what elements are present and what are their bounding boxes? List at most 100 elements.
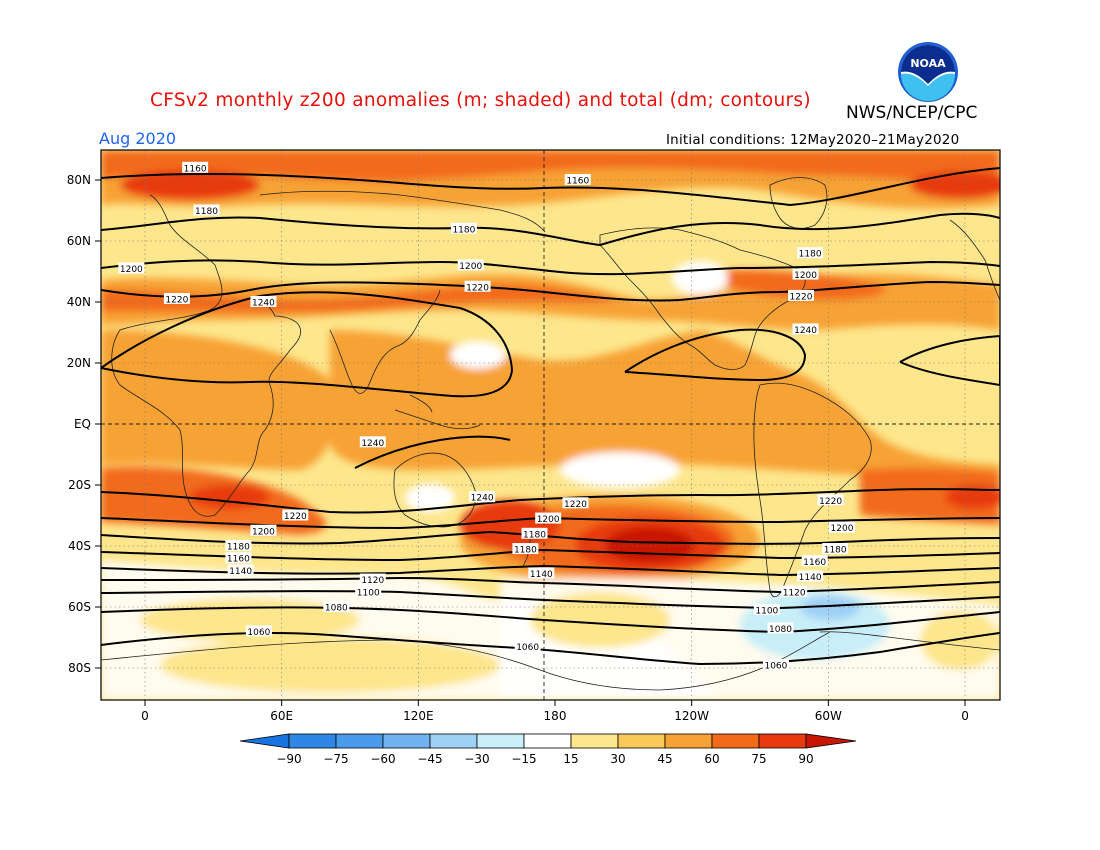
contour-label: 1080 (323, 601, 350, 614)
svg-text:1200: 1200 (252, 527, 275, 537)
coastline-europe-north (949, 219, 1000, 301)
contour-label: 1060 (762, 658, 789, 671)
anomaly-gap-north-america (672, 261, 728, 295)
contour-label: 1140 (528, 567, 555, 580)
svg-text:1220: 1220 (564, 500, 587, 510)
coastline-south-america (753, 382, 872, 598)
anomaly-gap-north-pacific (450, 341, 506, 369)
anomaly-patch-south-east (920, 610, 1000, 670)
contour-label: 1160 (801, 555, 828, 568)
svg-text:1160: 1160 (803, 558, 826, 568)
lat-tick-label: 80S (68, 661, 91, 675)
svg-text:1100: 1100 (357, 588, 380, 598)
contour-label: 1240 (469, 491, 496, 504)
contour-label: 1180 (521, 527, 548, 540)
lon-tick-label: 120E (403, 709, 434, 723)
svg-text:1220: 1220 (165, 295, 188, 305)
colorbar-label: 45 (657, 752, 672, 766)
coastline-africa-europe (111, 194, 302, 517)
anomaly-region-tropics (101, 330, 334, 470)
contour-label: 1160 (564, 174, 591, 187)
svg-text:1160: 1160 (566, 177, 589, 187)
longitude-axis: 0 60E 120E 180 120W 60W 0 (141, 700, 969, 723)
contour-label: 1060 (245, 625, 272, 638)
colorbar-segment (429, 733, 478, 749)
colorbar-label: −75 (323, 752, 348, 766)
svg-text:1240: 1240 (794, 326, 817, 336)
contour-label: 1220 (464, 280, 491, 293)
contour-1220-north (101, 280, 1000, 302)
anomaly-max-arctic-west (120, 170, 260, 200)
contour-1240-north-america (624, 328, 807, 382)
svg-text:1220: 1220 (466, 283, 489, 293)
contour-1180-south (101, 530, 1000, 545)
svg-text:1180: 1180 (227, 543, 250, 553)
contour-label: 1220 (163, 292, 190, 305)
colorbar-label: −30 (464, 752, 489, 766)
coastline-australia (393, 452, 477, 528)
contour-1240-east (899, 334, 1000, 387)
svg-text:1120: 1120 (783, 588, 806, 598)
lon-tick-label: 120W (674, 709, 709, 723)
contour-label: 1180 (193, 204, 220, 217)
contour-label: 1200 (250, 524, 277, 537)
colorbar-segment (664, 733, 713, 749)
svg-text:1240: 1240 (361, 439, 384, 449)
anomaly-gap-south-pacific (560, 452, 680, 488)
contour-label: 1180 (450, 222, 477, 235)
lat-tick-label: EQ (74, 417, 91, 431)
svg-text:1060: 1060 (764, 661, 787, 671)
contour-label: 1060 (514, 640, 541, 653)
svg-text:1140: 1140 (229, 567, 252, 577)
anomaly-negative-inner (800, 596, 860, 620)
contour-1180-north (101, 212, 1000, 247)
colorbar-label: −15 (511, 752, 536, 766)
colorbar-segment (617, 733, 666, 749)
contour-label: 1200 (829, 521, 856, 534)
contour-1060 (101, 632, 1000, 666)
plot-frame (100, 149, 1001, 701)
svg-text:1200: 1200 (794, 271, 817, 281)
contour-label: 1100 (355, 585, 382, 598)
svg-text:1180: 1180 (452, 225, 475, 235)
svg-text:1180: 1180 (824, 546, 847, 556)
colorbar-label: 60 (704, 752, 719, 766)
lat-tick-label: 80N (67, 173, 91, 187)
contour-label: 1200 (118, 262, 145, 275)
colorbar-segment (382, 733, 431, 749)
contour-label: 1240 (792, 323, 819, 336)
colorbar-high-arrow (805, 733, 857, 749)
contour-label: 1120 (359, 573, 386, 586)
noaa-logo-text: NOAA (910, 57, 946, 70)
contour-label: 1220 (562, 497, 589, 510)
contour-label: 1180 (822, 543, 849, 556)
contour-1200-north (101, 259, 1000, 276)
coastline-maritime-continent (394, 394, 481, 430)
contour-label: 1160 (225, 552, 252, 565)
lon-tick-label: 60E (270, 709, 293, 723)
contour-1080 (101, 606, 1000, 634)
lon-tick-label: 180 (544, 709, 567, 723)
svg-text:1140: 1140 (799, 573, 822, 583)
svg-text:1140: 1140 (530, 570, 553, 580)
colorbar-label: 15 (563, 752, 578, 766)
lat-tick-label: 40N (67, 295, 91, 309)
anomaly-max-arctic-east (910, 171, 1000, 199)
svg-text:1060: 1060 (516, 643, 539, 653)
colorbar-segment (758, 733, 807, 749)
svg-text:1240: 1240 (471, 494, 494, 504)
contour-1100 (101, 590, 1000, 610)
colorbar-label: −45 (417, 752, 442, 766)
contour-label: 1200 (457, 259, 484, 272)
svg-text:1160: 1160 (227, 555, 250, 565)
svg-text:1060: 1060 (247, 628, 270, 638)
contour-1240-maritime (354, 435, 511, 469)
colorbar-label: 75 (751, 752, 766, 766)
colorbar-label: 30 (610, 752, 625, 766)
svg-text:1200: 1200 (831, 524, 854, 534)
svg-text:1160: 1160 (184, 164, 207, 174)
svg-text:1200: 1200 (537, 515, 560, 525)
agency-credit: NWS/NCEP/CPC (846, 103, 978, 123)
